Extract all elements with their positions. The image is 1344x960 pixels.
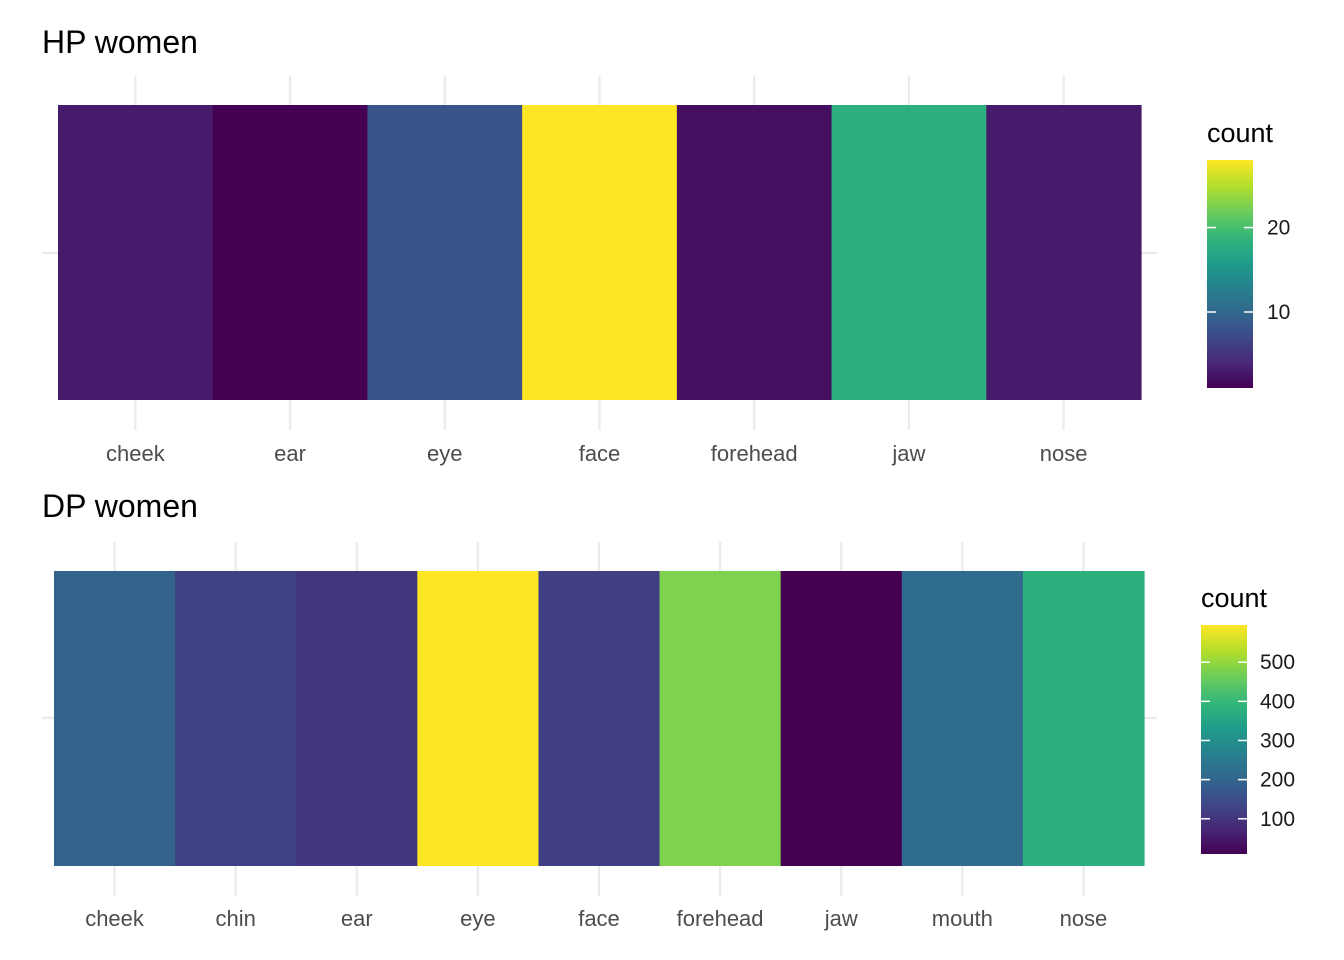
x-tick-label: nose: [1060, 906, 1108, 931]
x-tick-label: ear: [274, 441, 306, 466]
x-tick-label: mouth: [932, 906, 993, 931]
legend-title: count: [1201, 583, 1268, 613]
heatmap-tile: [780, 571, 903, 866]
chart-title: HP women: [42, 24, 198, 60]
heatmap-tile: [676, 105, 833, 400]
legend-break-label: 500: [1260, 651, 1295, 674]
x-tick-label: face: [578, 906, 620, 931]
heatmap-tile: [296, 571, 418, 866]
heatmap-tile: [212, 105, 369, 400]
dp-women-panel: DP women cheek chin ear eye face forehead jaw m…: [0, 480, 1344, 960]
chart-title: DP women: [42, 488, 198, 524]
x-tick-label: forehead: [677, 906, 764, 931]
heatmap-tile: [831, 105, 987, 400]
x-tick-label: face: [579, 441, 621, 466]
heatmap-tile: [175, 571, 297, 866]
legend-break-label: 100: [1260, 808, 1295, 831]
legend-colorbar: [1207, 160, 1253, 388]
x-tick-label: jaw: [824, 906, 858, 931]
x-tick-label: cheek: [106, 441, 166, 466]
heatmap-tile: [659, 571, 782, 866]
x-tick-label: cheek: [85, 906, 145, 931]
heatmap-tile: [538, 571, 661, 866]
heatmap-tile: [367, 105, 523, 400]
legend-break-label: 200: [1260, 769, 1295, 792]
heatmap-tile: [54, 571, 176, 866]
heatmap-tile: [522, 105, 678, 400]
legend-break-label: 400: [1260, 690, 1295, 713]
heatmap-tile: [986, 105, 1142, 400]
x-tick-label: nose: [1040, 441, 1088, 466]
heatmap-tile: [417, 571, 540, 866]
x-tick-label: eye: [460, 906, 495, 931]
x-tick-label: forehead: [711, 441, 798, 466]
x-tick-label: jaw: [891, 441, 925, 466]
x-tick-label: eye: [427, 441, 462, 466]
heatmap-tile: [1022, 571, 1145, 866]
hp-women-panel: HP women cheek ear eye face forehead jaw nose c…: [42, 24, 1290, 466]
legend-break-label: 20: [1267, 217, 1290, 240]
heatmap-tile: [901, 571, 1024, 866]
legend-break-label: 300: [1260, 729, 1295, 752]
dp-women-heatmap: cheek chin ear eye face forehead jaw mouth nose c…: [42, 542, 1295, 931]
hp-women-heatmap: cheek ear eye face forehead jaw nose count 10 20: [42, 76, 1290, 466]
x-tick-label: chin: [215, 906, 255, 931]
legend-break-label: 10: [1267, 301, 1290, 324]
legend-title: count: [1207, 118, 1274, 148]
x-tick-label: ear: [341, 906, 373, 931]
legend-colorbar: [1201, 625, 1247, 854]
heatmap-tile: [58, 105, 214, 400]
